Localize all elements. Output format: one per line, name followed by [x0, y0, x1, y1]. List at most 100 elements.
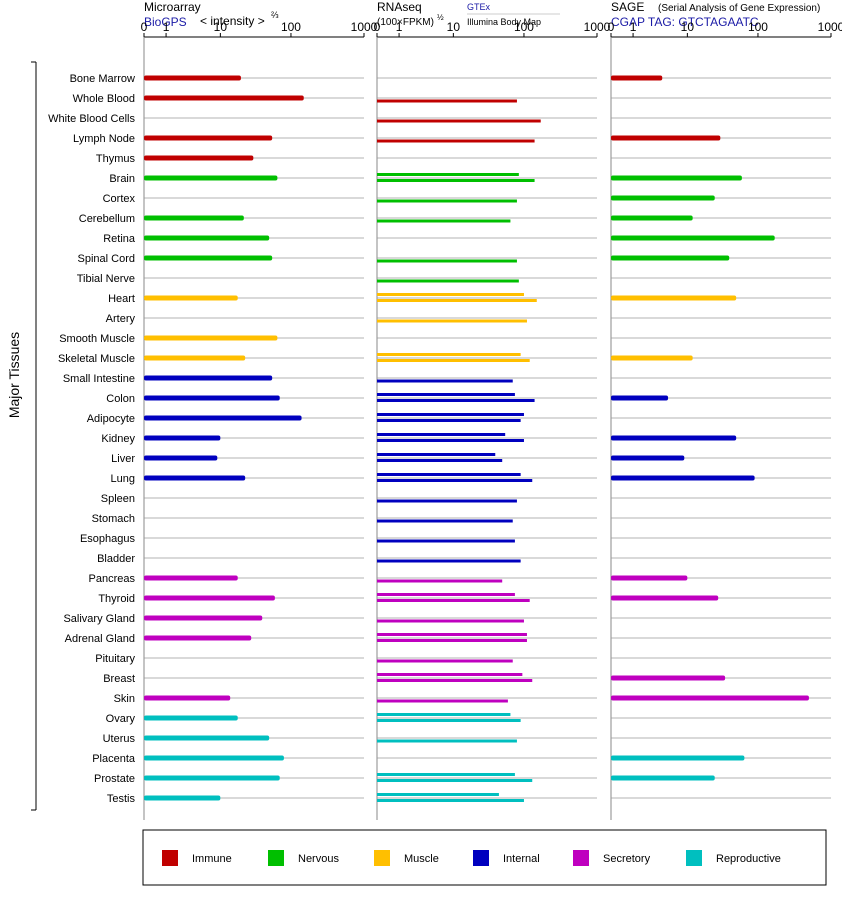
microarray-bar	[144, 775, 280, 781]
microarray-bar	[144, 615, 263, 621]
tissue-label: Breast	[103, 673, 135, 685]
gtex-bar	[377, 139, 535, 143]
microarray-bar	[144, 695, 231, 701]
tissue-label: Artery	[106, 313, 136, 325]
tissue-label: Lung	[111, 473, 135, 485]
legend-label-secretory: Secretory	[603, 853, 651, 865]
tissue-label: Esophagus	[80, 533, 136, 545]
gtex-bar	[377, 673, 523, 676]
gtex-bar	[377, 453, 496, 456]
tissue-group-bracket	[31, 61, 37, 811]
microarray-source-link[interactable]: BioGPS	[144, 15, 187, 29]
tissue-label: Spinal Cord	[78, 253, 135, 265]
sage-bar	[611, 395, 669, 401]
legend-label-reproductive: Reproductive	[716, 853, 781, 865]
ibm-source-label: Illumina Body Map	[467, 17, 541, 27]
rnaseq-unit-label: (100×FPKM)	[377, 17, 434, 28]
rnaseq-tick-label: 100	[514, 20, 534, 34]
gtex-bar	[377, 319, 527, 323]
sage-bar	[611, 235, 775, 241]
microarray-bar	[144, 75, 241, 81]
legend-label-immune: Immune	[192, 853, 232, 865]
microarray-bar	[144, 135, 273, 141]
tissue-label: Bladder	[97, 553, 135, 565]
sage-bar	[611, 355, 693, 361]
microarray-bar	[144, 575, 238, 581]
ibm-bar	[377, 119, 541, 123]
rnaseq-header: RNAseq (100×FPKM) ½ GTEx Illumina Body M…	[377, 0, 560, 28]
tissue-label: Skin	[114, 693, 135, 705]
tissue-label: Kidney	[101, 433, 135, 445]
microarray-bar	[144, 155, 254, 161]
legend-swatch-secretory	[573, 850, 589, 866]
sage-bar	[611, 475, 755, 481]
sage-header: SAGE (Serial Analysis of Gene Expression…	[611, 0, 820, 29]
tissue-label: White Blood Cells	[48, 113, 135, 125]
gtex-bar	[377, 593, 515, 596]
microarray-panel: 0 1 10 100 1000	[141, 20, 378, 820]
ibm-bar	[377, 679, 533, 682]
sage-bar	[611, 575, 688, 581]
ibm-bar	[377, 639, 527, 642]
microarray-bar	[144, 795, 221, 801]
y-group-label: Major Tissues	[6, 332, 22, 418]
sage-tag-link[interactable]: CGAP TAG: GTCTAGAATC	[611, 15, 759, 29]
gtex-bar	[377, 633, 527, 636]
gtex-bar	[377, 293, 524, 296]
legend-label-internal: Internal	[503, 853, 540, 865]
rnaseq-tick-label: 0	[374, 20, 381, 34]
tissue-label: Prostate	[94, 773, 135, 785]
microarray-tick-label: 1000	[351, 20, 378, 34]
microarray-unit-label: < intensity >	[200, 14, 265, 28]
tissue-labels: Bone Marrow Whole Blood White Blood Cells L…	[48, 73, 136, 805]
tissue-label: Salivary Gland	[63, 613, 135, 625]
microarray-bar	[144, 335, 278, 341]
sage-bar	[611, 755, 745, 761]
microarray-bar	[144, 235, 270, 241]
gtex-bar	[377, 773, 515, 776]
microarray-tick-label: 100	[281, 20, 301, 34]
sage-bar	[611, 135, 721, 141]
sage-title: SAGE	[611, 0, 644, 14]
ibm-bar	[377, 799, 524, 802]
rnaseq-unit-exponent: ½	[437, 13, 444, 22]
tissue-label: Bone Marrow	[70, 73, 135, 85]
tissue-label: Brain	[109, 173, 135, 185]
legend-label-nervous: Nervous	[298, 853, 339, 865]
tissue-label: Cerebellum	[79, 213, 135, 225]
microarray-bar	[144, 455, 218, 461]
sage-bar	[611, 695, 809, 701]
microarray-bar	[144, 475, 246, 481]
sage-tick-label: 1000	[818, 20, 842, 34]
tissue-label: Tibial Nerve	[77, 273, 135, 285]
ibm-bar	[377, 299, 537, 302]
legend-label-muscle: Muscle	[404, 853, 439, 865]
sage-bar	[611, 75, 663, 81]
gtex-bar	[377, 259, 517, 263]
gtex-source-link[interactable]: GTEx	[467, 2, 491, 12]
gtex-bar	[377, 739, 517, 743]
microarray-bar	[144, 635, 252, 641]
gtex-bar	[377, 619, 524, 623]
ibm-bar	[377, 399, 535, 402]
microarray-bar	[144, 755, 284, 761]
legend-swatch-nervous	[268, 850, 284, 866]
legend-box	[142, 829, 827, 886]
ibm-bar	[377, 419, 521, 422]
legend-swatch-muscle	[374, 850, 390, 866]
gtex-bar	[377, 353, 521, 356]
sage-bar	[611, 435, 737, 441]
gtex-bar	[377, 219, 511, 223]
microarray-unit-exponent: ⅔	[271, 10, 279, 20]
gtex-bar	[377, 713, 511, 716]
sage-tick-label: 100	[748, 20, 768, 34]
tissue-label: Thymus	[96, 153, 136, 165]
microarray-bar	[144, 715, 238, 721]
gtex-bar	[377, 473, 521, 476]
microarray-tick-label: 10	[214, 20, 228, 34]
tissue-label: Testis	[107, 793, 136, 805]
sage-bar	[611, 195, 715, 201]
ibm-bar	[377, 179, 535, 182]
microarray-bar	[144, 435, 221, 441]
sage-bar	[611, 215, 693, 221]
